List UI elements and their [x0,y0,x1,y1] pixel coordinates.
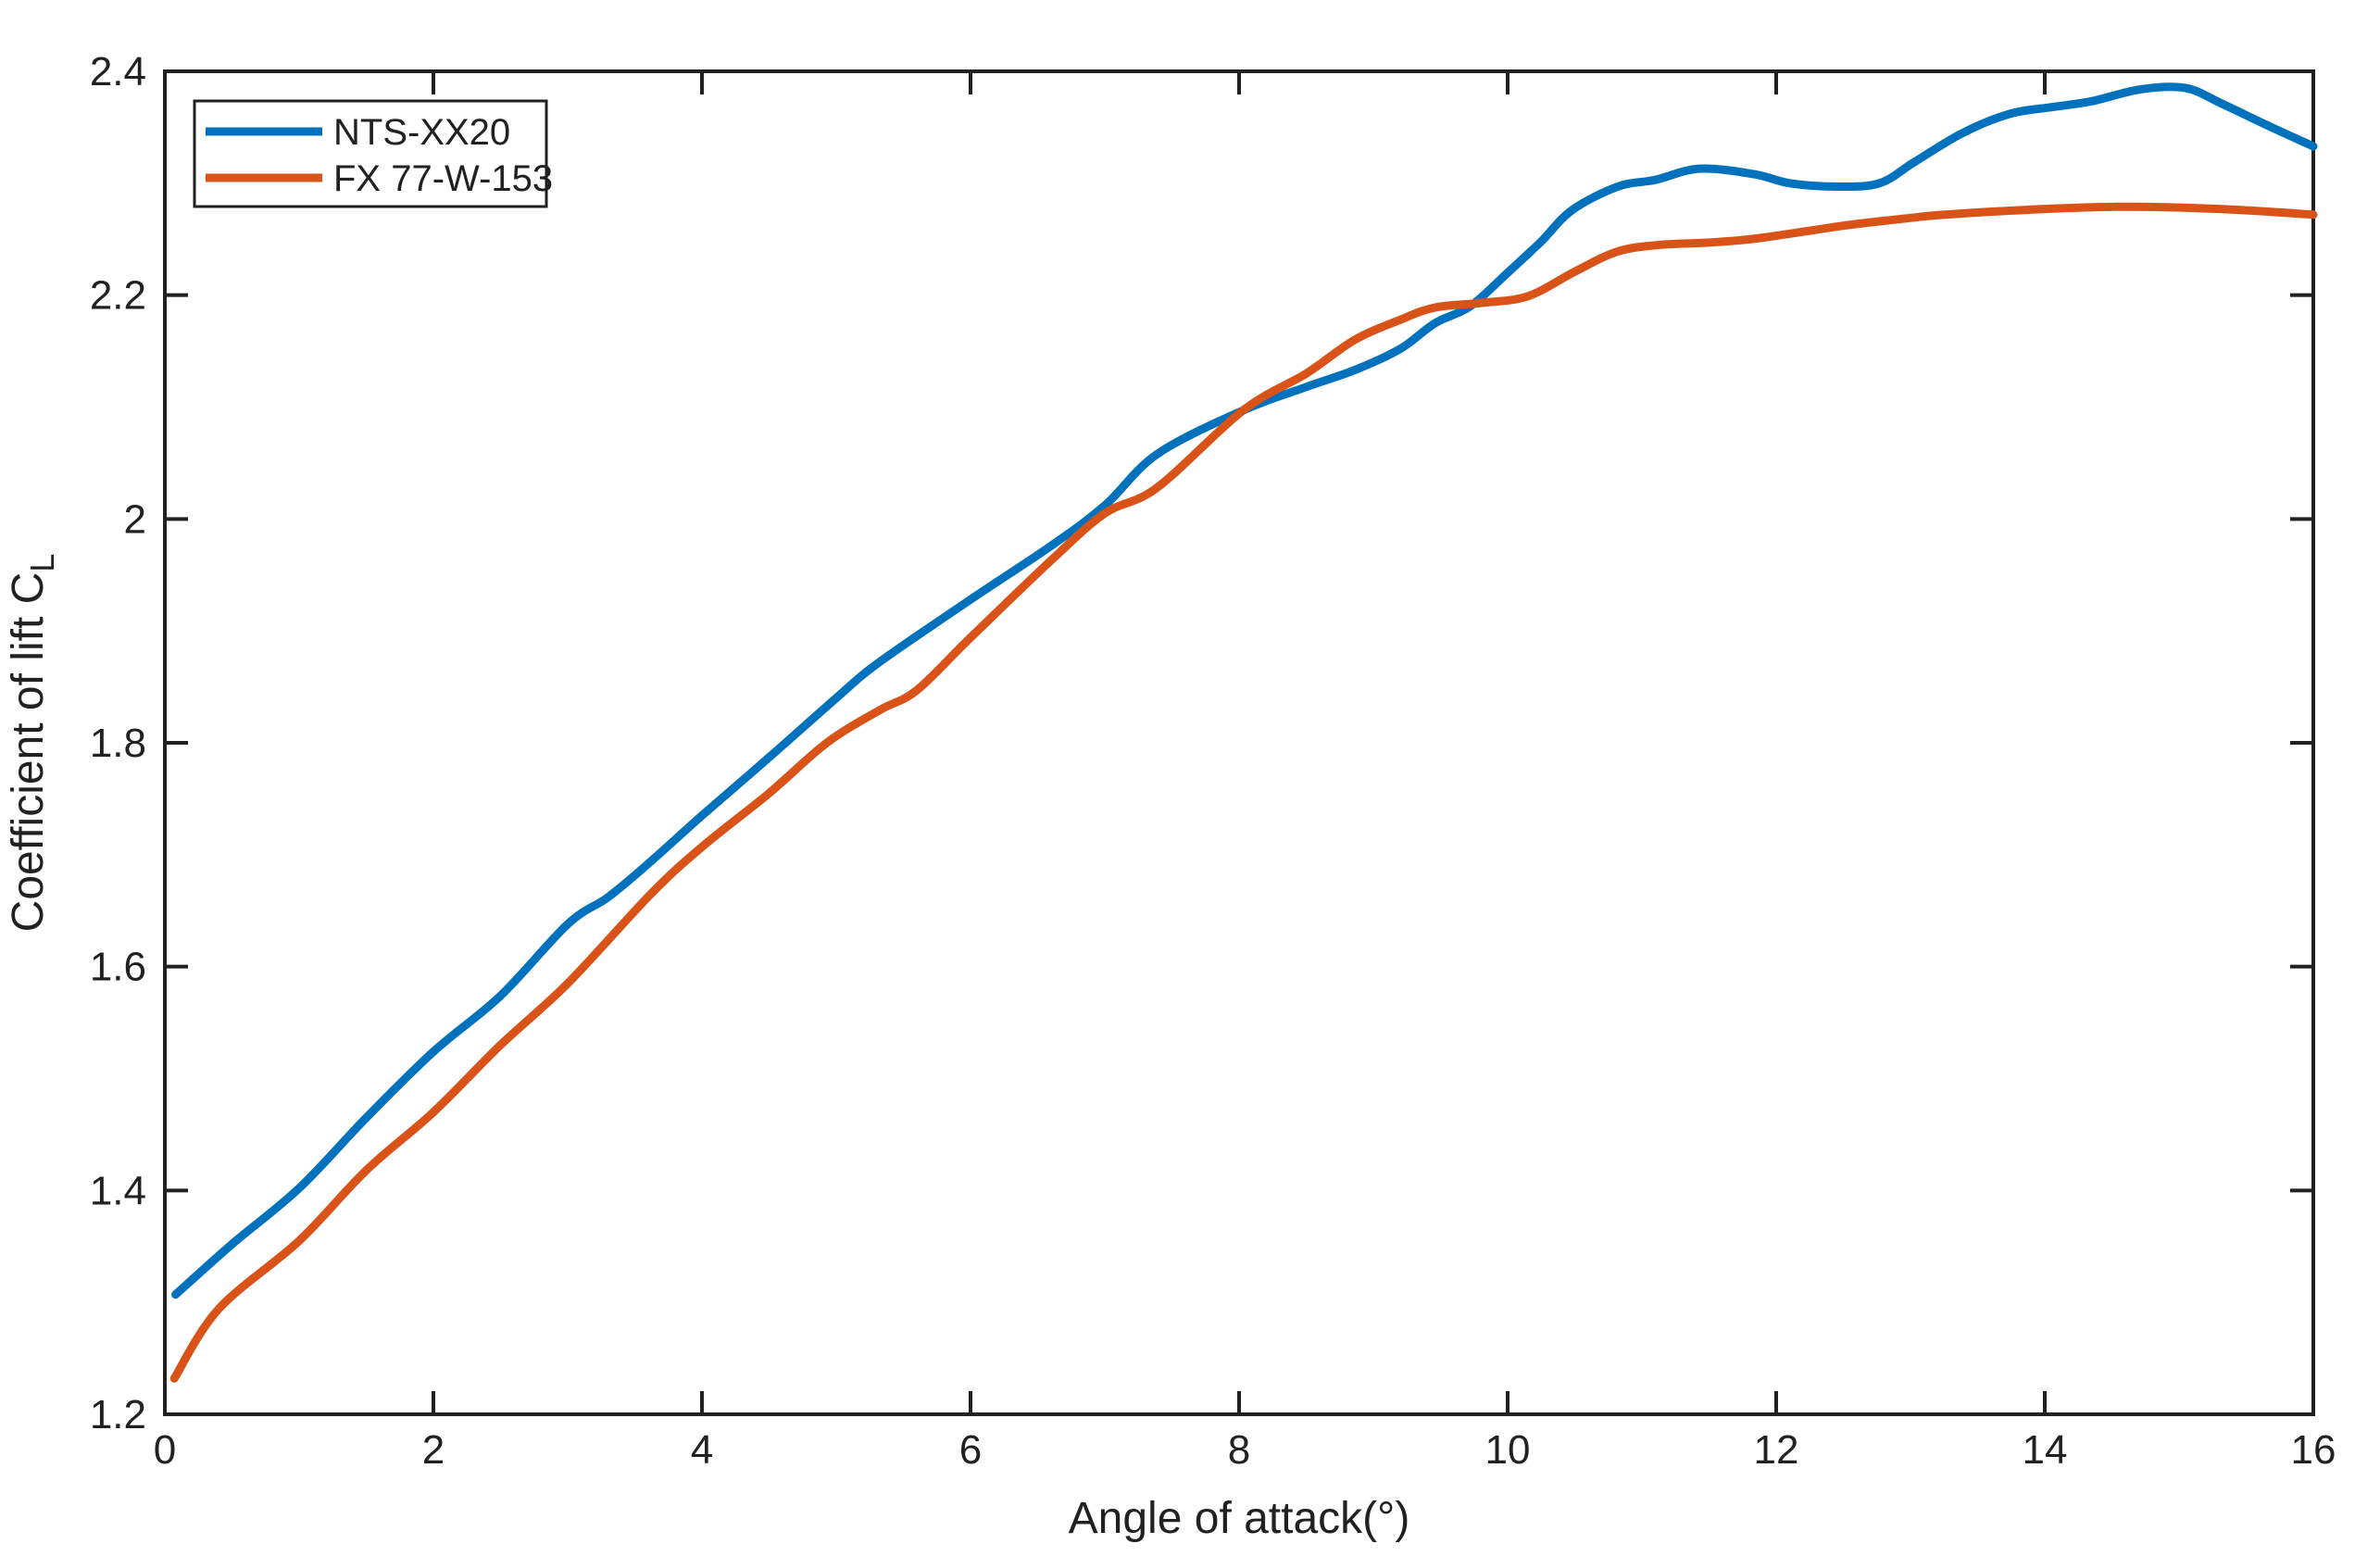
legend-label: FX 77-W-153 [333,158,553,199]
x-tick-label: 4 [691,1427,713,1473]
x-tick-label: 0 [154,1427,176,1473]
x-tick-label: 2 [422,1427,445,1473]
y-tick-label: 1.6 [90,945,146,990]
y-axis-label: Coefficient of lift CL [4,554,61,933]
x-tick-label: 16 [2291,1427,2336,1473]
y-tick-label: 1.2 [90,1392,146,1437]
legend-box [193,99,548,208]
y-tick-label: 2.4 [90,49,146,94]
series-line-nts-xx20 [171,82,2318,1299]
y-tick-label: 1.4 [90,1168,146,1213]
x-tick-label: 10 [1485,1427,1531,1473]
plot-box [163,69,2315,1416]
y-tick-label: 2.2 [90,273,146,319]
y-tick-label: 1.8 [90,721,146,766]
x-tick-label: 6 [959,1427,982,1473]
x-axis-label: Angle of attack(°) [1069,1494,1410,1543]
y-tick-label: 2 [124,496,146,542]
series-line-fx-77-w-153 [169,202,2318,1383]
x-tick-label: 8 [1228,1427,1250,1473]
x-tick-label: 14 [2023,1427,2068,1473]
x-tick-label: 12 [1754,1427,1799,1473]
legend-label: NTS-XX20 [333,112,510,153]
